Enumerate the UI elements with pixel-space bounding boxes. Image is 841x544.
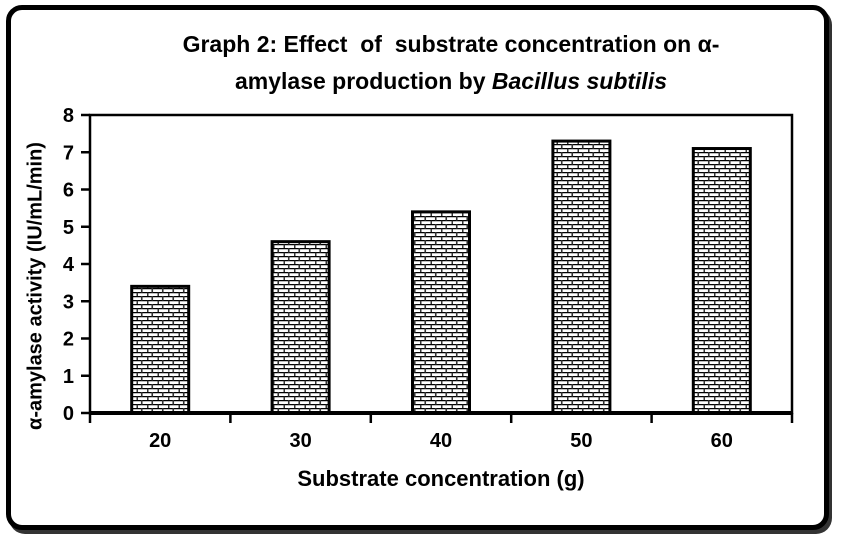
bar [411, 210, 471, 415]
x-tick-label: 60 [711, 430, 733, 452]
y-tick-label: 3 [63, 291, 74, 313]
y-tick-label: 4 [63, 254, 75, 276]
x-tick-label: 30 [289, 430, 311, 452]
chart-title-species: Bacillus subtilis [491, 68, 667, 94]
y-tick-label: 0 [63, 403, 74, 425]
y-tick-label: 7 [63, 142, 74, 164]
bar [551, 139, 612, 415]
y-tick-label: 8 [63, 105, 74, 127]
bar [130, 284, 191, 415]
x-tick-label: 20 [149, 430, 171, 452]
y-tick-label: 2 [63, 329, 74, 351]
y-tick-label: 1 [63, 366, 74, 388]
bar [691, 147, 752, 415]
x-tick-label: 40 [430, 430, 452, 452]
x-tick-label: 50 [570, 430, 592, 452]
x-axis-title: Substrate concentration (g) [297, 466, 585, 491]
chart-title: Graph 2: Effect of substrate concentrati… [95, 26, 807, 100]
y-axis-title: α-amylase activity (IU/mL/min) [24, 142, 47, 430]
y-tick-label: 5 [63, 217, 74, 239]
y-tick-label: 6 [63, 180, 74, 202]
chart-title-text: Graph 2: Effect of substrate concentrati… [182, 31, 720, 94]
bar [270, 240, 331, 415]
